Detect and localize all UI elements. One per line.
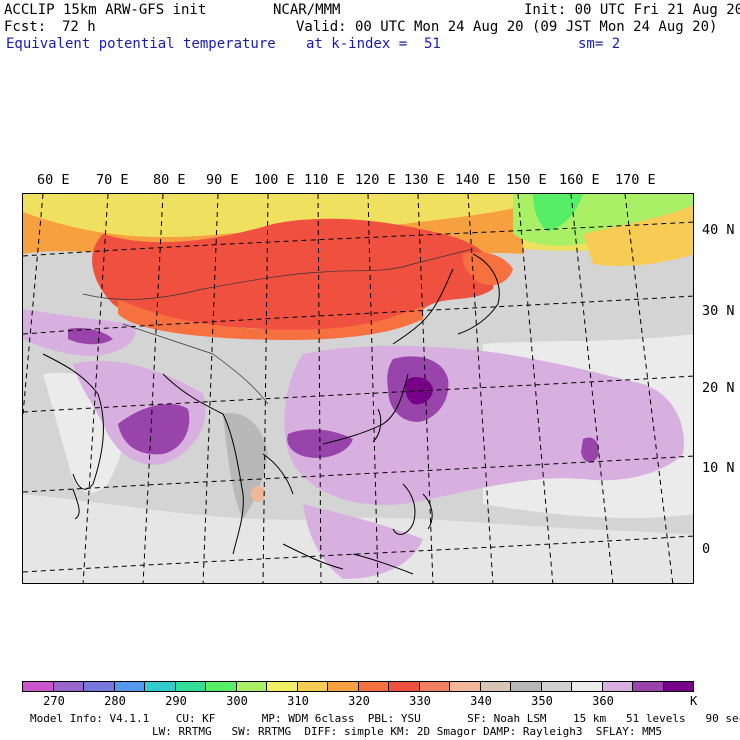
colorbar-tick-320: 320	[348, 694, 370, 708]
theta-e-map	[22, 193, 694, 584]
colorbar-swatch	[23, 682, 54, 691]
colorbar-swatch	[175, 682, 206, 691]
smoothing-label: sm= 2	[578, 36, 621, 52]
lon-label-160e: 160 E	[559, 172, 600, 188]
colorbar-tick-360: 360	[592, 694, 614, 708]
colorbar-tick-290: 290	[165, 694, 187, 708]
colorbar-tick-280: 280	[104, 694, 126, 708]
init-time: Init: 00 UTC Fri 21 Aug 20	[524, 2, 740, 18]
yellow-north-pacific	[583, 204, 693, 266]
lavender-southeast	[303, 504, 423, 579]
lon-label-170e: 170 E	[615, 172, 656, 188]
country-borders	[82, 248, 474, 405]
lon-label-150e: 150 E	[506, 172, 547, 188]
colorbar-swatch	[267, 682, 298, 691]
purple-east-pacific	[581, 437, 599, 463]
colorbar-swatch	[145, 682, 176, 691]
warm-spot-indochina	[251, 486, 265, 502]
lon-label-120e: 120 E	[355, 172, 396, 188]
colorbar-swatch	[358, 682, 389, 691]
colorbar-swatch	[206, 682, 237, 691]
colorbar-swatch	[84, 682, 115, 691]
forecast-hours: 72 h	[62, 19, 96, 35]
colorbar-tick-270: 270	[43, 694, 65, 708]
lon-label-90e: 90 E	[206, 172, 239, 188]
lat-label-30n: 30 N	[702, 303, 735, 319]
warm-belt-edge	[118, 299, 423, 340]
lon-label-70e: 70 E	[96, 172, 129, 188]
warm-northeast	[462, 252, 513, 286]
colorbar-tick-310: 310	[287, 694, 309, 708]
valid-time: Valid: 00 UTC Mon 24 Aug 20 (09 JST Mon …	[296, 19, 718, 35]
field-name: Equivalent potential temperature	[6, 36, 276, 52]
lavender-wpac	[284, 345, 684, 505]
purple-bay-bengal	[118, 404, 190, 455]
colorbar-swatch	[297, 682, 328, 691]
colorbar-swatch	[511, 682, 542, 691]
colorbar-swatch	[480, 682, 511, 691]
lon-label-140e: 140 E	[455, 172, 496, 188]
colorbar-swatch	[633, 682, 664, 691]
colorbar-swatch	[572, 682, 603, 691]
model-info-line2: LW: RRTMG SW: RRTMG DIFF: simple KM: 2D …	[152, 725, 662, 738]
model-info-line1: Model Info: V4.1.1 CU: KF MP: WDM 6class…	[30, 712, 740, 725]
center-label: NCAR/MMM	[273, 2, 341, 18]
coastlines	[42, 253, 500, 575]
colorbar-swatch	[419, 682, 450, 691]
lat-label-0: 0	[702, 541, 711, 557]
model-title: ACCLIP 15km ARW-GFS init	[4, 2, 207, 18]
colorbar-tick-350: 350	[531, 694, 553, 708]
graticule	[23, 194, 693, 583]
colorbar-swatch	[114, 682, 145, 691]
purple-south-china-sea	[287, 429, 353, 459]
colorbar-swatch	[450, 682, 481, 691]
lat-label-10n: 10 N	[702, 460, 735, 476]
lon-label-100e: 100 E	[254, 172, 295, 188]
level-label: at k-index = 51	[306, 36, 441, 52]
lon-label-80e: 80 E	[153, 172, 186, 188]
lon-label-130e: 130 E	[404, 172, 445, 188]
colorbar-tick-300: 300	[226, 694, 248, 708]
colorbar-swatch	[236, 682, 267, 691]
colorbar-unit: K	[690, 694, 698, 708]
colorbar-swatch	[663, 682, 693, 691]
map-canvas	[23, 194, 693, 583]
purple-north-india	[68, 328, 113, 345]
colorbar-swatch	[53, 682, 84, 691]
colorbar-tick-330: 330	[409, 694, 431, 708]
lat-label-40n: 40 N	[702, 222, 735, 238]
lat-label-20n: 20 N	[702, 380, 735, 396]
lon-label-60e: 60 E	[37, 172, 70, 188]
colorbar-swatch	[602, 682, 633, 691]
bright-green-patch	[533, 194, 583, 232]
forecast-label: Fcst:	[4, 19, 47, 35]
colorbar-swatch	[328, 682, 359, 691]
colorbar-swatch	[389, 682, 420, 691]
colorbar-swatch	[541, 682, 572, 691]
lon-label-110e: 110 E	[304, 172, 345, 188]
colorbar-tick-340: 340	[470, 694, 492, 708]
colorbar	[22, 681, 694, 692]
